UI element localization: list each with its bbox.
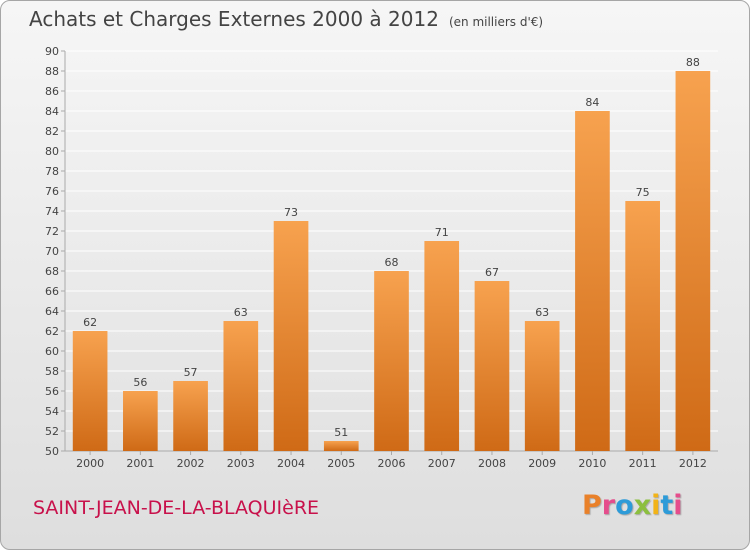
data-label: 51 [334, 426, 348, 439]
y-tick-label: 78 [45, 165, 59, 178]
y-tick-label: 76 [45, 185, 59, 198]
data-label: 73 [284, 206, 298, 219]
bar-2009 [524, 321, 560, 451]
x-tick-label: 2000 [76, 457, 104, 470]
bars [72, 71, 711, 451]
data-label: 57 [184, 366, 198, 379]
y-tick-label: 88 [45, 65, 59, 78]
x-tick-label: 2012 [679, 457, 707, 470]
x-tick-label: 2009 [528, 457, 556, 470]
data-label: 84 [585, 96, 599, 109]
y-tick-label: 74 [45, 205, 59, 218]
x-tick-label: 2005 [327, 457, 355, 470]
y-tick-label: 72 [45, 225, 59, 238]
x-tick-label: 2007 [428, 457, 456, 470]
y-tick-label: 84 [45, 105, 59, 118]
bar-2011 [625, 201, 660, 451]
y-tick-label: 58 [45, 365, 59, 378]
y-tick-label: 52 [45, 425, 59, 438]
bar-2007 [424, 241, 460, 451]
x-tick-label: 2002 [177, 457, 205, 470]
y-tick-label: 60 [45, 345, 59, 358]
y-tick-label: 64 [45, 305, 59, 318]
bar-2005 [323, 441, 359, 451]
logo-letter: x [633, 490, 652, 521]
chart-subtitle: (en milliers d'€) [448, 15, 544, 29]
proxiti-logo[interactable]: Proxiti [582, 490, 683, 521]
y-tick-label: 82 [45, 125, 59, 138]
data-label: 67 [485, 266, 499, 279]
bar-2000 [72, 331, 108, 451]
logo-letter: P [582, 490, 602, 521]
y-tick-label: 70 [45, 245, 59, 258]
x-tick-label: 2010 [578, 457, 606, 470]
data-label: 63 [535, 306, 549, 319]
y-tick-label: 62 [45, 325, 59, 338]
y-tick-label: 90 [45, 45, 59, 58]
y-tick-label: 66 [45, 285, 59, 298]
data-label: 62 [83, 316, 97, 329]
y-tick-label: 68 [45, 265, 59, 278]
y-tick-label: 56 [45, 385, 59, 398]
logo-letter: t [660, 490, 674, 521]
x-tick-label: 2008 [478, 457, 506, 470]
bar-2004 [273, 221, 309, 451]
y-tick-label: 80 [45, 145, 59, 158]
y-tick-label: 50 [45, 445, 59, 458]
data-label: 68 [385, 256, 399, 269]
data-label: 63 [234, 306, 248, 319]
bar-2008 [474, 281, 510, 451]
x-tick-label: 2001 [126, 457, 154, 470]
logo-letter: i [673, 490, 683, 521]
logo-letter: r [601, 490, 616, 521]
bar-2012 [675, 71, 711, 451]
x-tick-label: 2004 [277, 457, 305, 470]
data-label: 88 [686, 56, 700, 69]
bar-2001 [123, 391, 158, 451]
commune-name: SAINT-JEAN-DE-LA-BLAQUIèRE [33, 497, 320, 519]
logo-letter: i [651, 490, 661, 521]
bar-2010 [575, 111, 610, 451]
y-tick-label: 54 [45, 405, 59, 418]
chart-title: Achats et Charges Externes 2000 à 2012 (e… [29, 7, 543, 31]
chart-title-text: Achats et Charges Externes 2000 à 2012 [29, 7, 439, 31]
x-tick-label: 2006 [378, 457, 406, 470]
x-tick-label: 2003 [227, 457, 255, 470]
data-label: 56 [133, 376, 147, 389]
x-tick-label: 2011 [629, 457, 657, 470]
logo-letter: o [615, 490, 634, 521]
y-tick-label: 86 [45, 85, 59, 98]
data-label: 71 [435, 226, 449, 239]
data-labels: 62 56 57 63 73 51 68 71 67 63 84 75 88 [83, 56, 700, 439]
bar-2006 [374, 271, 409, 451]
bar-2003 [223, 321, 259, 451]
data-label: 75 [636, 186, 650, 199]
bar-2002 [173, 381, 208, 451]
